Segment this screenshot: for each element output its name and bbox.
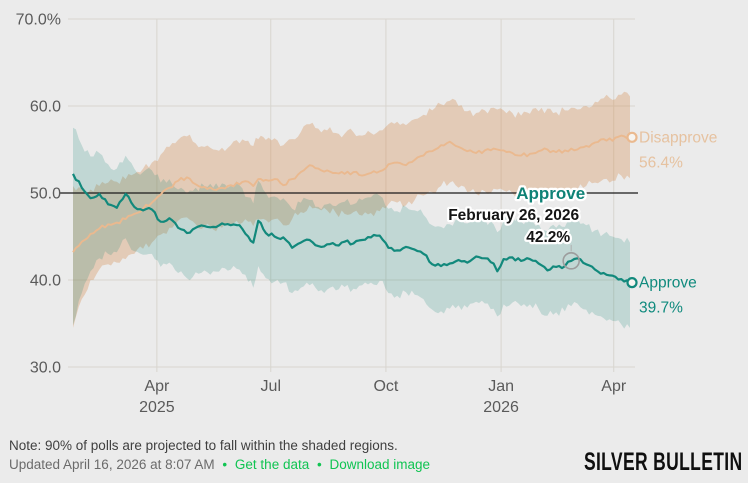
svg-text:Oct: Oct <box>373 378 398 395</box>
approve-end-label: Approve 39.7% <box>639 275 697 317</box>
svg-text:50.0: 50.0 <box>30 186 61 203</box>
svg-text:2025: 2025 <box>139 399 175 416</box>
x-axis-labels: Apr 2025 Jul Oct Jan 2026 Apr <box>139 378 627 416</box>
updated-timestamp: Updated April 16, 2026 at 8:07 AM <box>9 457 215 472</box>
tooltip-marker <box>562 252 580 270</box>
svg-text:Jan: Jan <box>488 378 514 395</box>
separator-dot: • <box>317 457 322 472</box>
svg-text:Disapprove: Disapprove <box>639 129 717 146</box>
approve-line <box>72 173 631 284</box>
grid <box>68 18 635 372</box>
disapprove-end-label: Disapprove 56.4% <box>639 129 717 171</box>
silver-bulletin-logo: SILVER BULLETIN <box>583 448 742 476</box>
svg-text:39.7%: 39.7% <box>639 300 683 317</box>
disapprove-end-marker <box>626 131 638 143</box>
separator-dot: • <box>222 457 228 472</box>
approve-end-marker <box>626 277 638 289</box>
svg-text:Apr: Apr <box>601 378 627 395</box>
updated-line: Updated April 16, 2026 at 8:07 AM • Get … <box>9 457 430 472</box>
chart-note: Note: 90% of polls are projected to fall… <box>9 438 398 453</box>
svg-text:30.0: 30.0 <box>30 360 61 377</box>
approval-chart-svg: Disapprove 56.4% Approve 39.7% Approve Februa… <box>16 12 718 417</box>
svg-text:Jul: Jul <box>261 378 281 395</box>
tooltip: Approve February 26, 2026 42.2% <box>446 182 587 270</box>
svg-text:Approve: Approve <box>516 184 585 203</box>
svg-text:60.0: 60.0 <box>30 99 61 116</box>
svg-text:Approve: Approve <box>639 275 697 292</box>
download-image-link[interactable]: Download image <box>329 457 431 472</box>
svg-text:40.0: 40.0 <box>30 273 61 290</box>
svg-text:2026: 2026 <box>483 399 519 416</box>
svg-text:Apr: Apr <box>144 378 170 395</box>
svg-text:56.4%: 56.4% <box>639 154 683 171</box>
svg-text:42.2%: 42.2% <box>526 229 570 246</box>
y-axis-labels: 70.0% 60.0 50.0 40.0 30.0 <box>16 12 61 377</box>
approve-band <box>73 127 630 329</box>
approval-chart[interactable]: Disapprove 56.4% Approve 39.7% Approve Februa… <box>0 0 748 432</box>
disapprove-line <box>72 134 631 253</box>
svg-text:70.0%: 70.0% <box>16 12 61 29</box>
svg-text:February 26, 2026: February 26, 2026 <box>448 207 579 224</box>
get-data-link[interactable]: Get the data <box>234 457 310 472</box>
